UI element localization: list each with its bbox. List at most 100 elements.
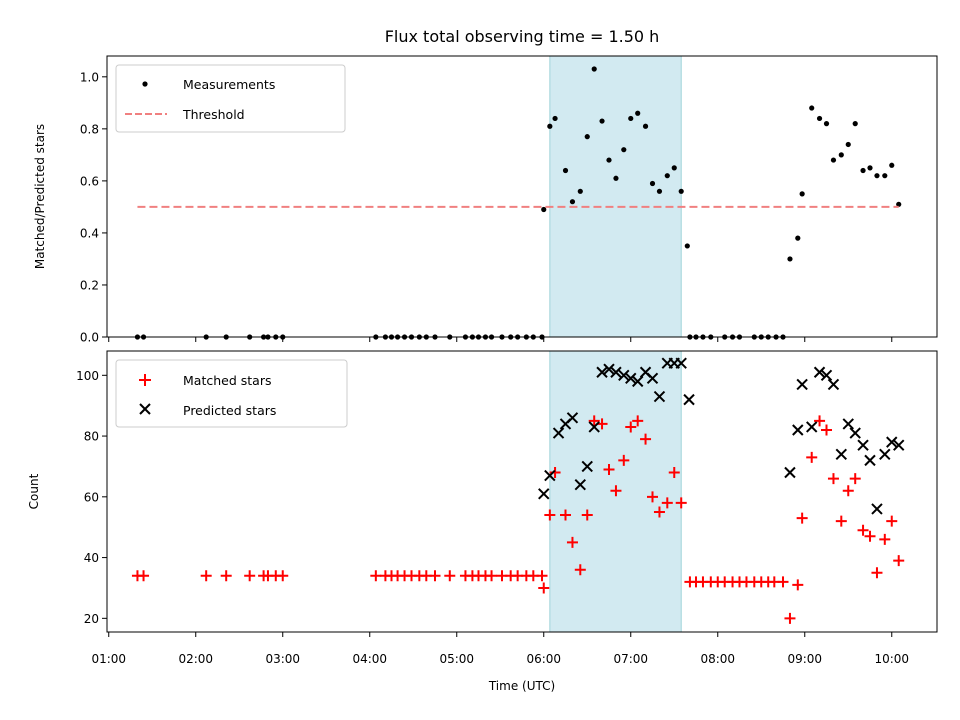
- measurement-point: [684, 243, 690, 249]
- predicted-stars-point: [618, 369, 630, 382]
- matched-stars-point: [544, 509, 556, 521]
- y-tick-label: 0.2: [80, 278, 99, 292]
- measurement-point: [838, 152, 844, 158]
- y-tick-label: 80: [84, 430, 99, 444]
- chart-title: Flux total observing time = 1.50 h: [385, 27, 660, 46]
- matched-stars-point: [849, 473, 861, 485]
- matched-stars-point: [200, 570, 212, 582]
- legend-label-measurements: Measurements: [183, 77, 275, 92]
- predicted-stars-point: [806, 421, 818, 433]
- bottom-panel-frame: [106, 350, 938, 633]
- x-tick-label: 01:00: [91, 652, 126, 666]
- predicted-stars-point: [683, 393, 695, 406]
- matched-stars-point: [444, 570, 456, 582]
- y-tick-label: 0.8: [80, 122, 99, 136]
- top-panel-ticks: 0.0 0.2 0.4 0.6 0.8 1.0: [80, 70, 893, 345]
- measurement-point: [787, 256, 793, 262]
- matched-stars-point: [796, 512, 808, 524]
- predicted-stars-point: [544, 469, 556, 482]
- measurement-point: [809, 105, 815, 111]
- matched-stars-point: [893, 555, 905, 567]
- matched-stars-point: [625, 421, 637, 433]
- matched-stars-point: [827, 473, 839, 485]
- predicted-stars-point: [646, 372, 659, 385]
- matched-stars-point: [220, 570, 232, 582]
- predicted-stars-point: [879, 448, 891, 460]
- predicted-stars-point: [835, 448, 848, 460]
- bottom-panel-ylabel: Count: [27, 473, 41, 509]
- predicted-stars-point: [566, 412, 579, 424]
- predicted-stars-point: [653, 390, 666, 403]
- y-tick-label: 40: [84, 551, 99, 565]
- top-panel-legend: Measurements Threshold: [115, 64, 346, 133]
- matched-stars-point: [647, 491, 659, 503]
- matched-stars-point: [668, 467, 680, 479]
- matched-stars-point: [835, 515, 847, 527]
- highlight-span-top: [549, 55, 682, 338]
- matched-stars-point: [566, 536, 578, 548]
- bottom-panel: 20 40 60 80 100 Count Matched stars Predicte…: [27, 350, 938, 637]
- predicted-stars-point: [871, 503, 883, 515]
- predicted-stars-point: [893, 439, 905, 451]
- measurement-point: [678, 188, 684, 194]
- measurement-point: [577, 188, 583, 194]
- matched-stars-point: [653, 506, 665, 518]
- matched-stars-point: [538, 582, 550, 594]
- legend-marker-matched-stars: [139, 374, 151, 386]
- y-tick-label: 1.0: [80, 70, 99, 84]
- matched-stars-point: [842, 485, 854, 497]
- measurement-point: [541, 206, 547, 213]
- predicted-stars-point: [610, 366, 622, 378]
- matched-stars-point: [661, 497, 673, 509]
- y-tick-label: 20: [84, 612, 99, 626]
- matched-stars-point: [618, 454, 630, 466]
- x-tick-label: 10:00: [874, 652, 909, 666]
- measurement-point: [584, 134, 590, 140]
- matched-stars-point: [777, 576, 789, 588]
- predicted-stars-point: [588, 421, 600, 433]
- x-tick-label: 02:00: [178, 652, 213, 666]
- matched-stars-point: [864, 530, 876, 542]
- legend-label-predicted-stars: Predicted stars: [183, 403, 276, 418]
- predicted-stars-point: [603, 363, 615, 375]
- measurement-point: [823, 121, 830, 127]
- measurement-point: [795, 235, 801, 241]
- x-tick-label: 04:00: [352, 652, 387, 666]
- matched-stars-point: [370, 570, 382, 582]
- predicted-stars-point: [632, 375, 644, 388]
- matched-stars-point: [486, 570, 498, 582]
- measurement-point: [830, 157, 837, 163]
- y-tick-label: 100: [76, 369, 99, 383]
- measurement-point: [882, 173, 888, 179]
- measurement-point: [628, 115, 634, 122]
- measurement-point: [664, 173, 670, 179]
- matched-stars-point: [821, 424, 833, 436]
- matched-stars-point: [277, 570, 289, 582]
- measurement-point: [621, 147, 627, 153]
- predicted-stars-point: [792, 424, 804, 436]
- matched-stars-point: [857, 524, 869, 536]
- matched-stars-point: [675, 497, 687, 509]
- matched-stars-point: [814, 415, 826, 427]
- y-tick-label: 0.4: [80, 226, 99, 240]
- matched-stars-point: [574, 564, 586, 576]
- predicted-stars-point: [849, 427, 861, 439]
- predicted-stars-point: [552, 427, 565, 439]
- y-tick-label: 60: [84, 490, 99, 504]
- measurement-point: [569, 199, 576, 205]
- matched-stars-point: [879, 533, 891, 545]
- measurement-point: [816, 115, 823, 122]
- x-tick-label: 05:00: [439, 652, 474, 666]
- predicted-stars-point: [796, 378, 808, 391]
- x-tick-labels: 01:00 02:00 03:00 04:00 05:00 06:00 07:00 08:00…: [91, 652, 909, 666]
- measurement-point: [874, 173, 880, 179]
- y-tick-label: 0.0: [80, 331, 99, 345]
- predicted-stars-point: [625, 372, 637, 385]
- predicted-stars-point: [820, 369, 833, 382]
- matched-stars-point: [806, 451, 818, 463]
- measurement-point: [889, 162, 895, 168]
- measurement-point: [671, 165, 677, 171]
- predicted-stars-point: [857, 439, 869, 451]
- legend-label-matched-stars: Matched stars: [183, 373, 271, 388]
- matched-stars-point: [632, 415, 644, 427]
